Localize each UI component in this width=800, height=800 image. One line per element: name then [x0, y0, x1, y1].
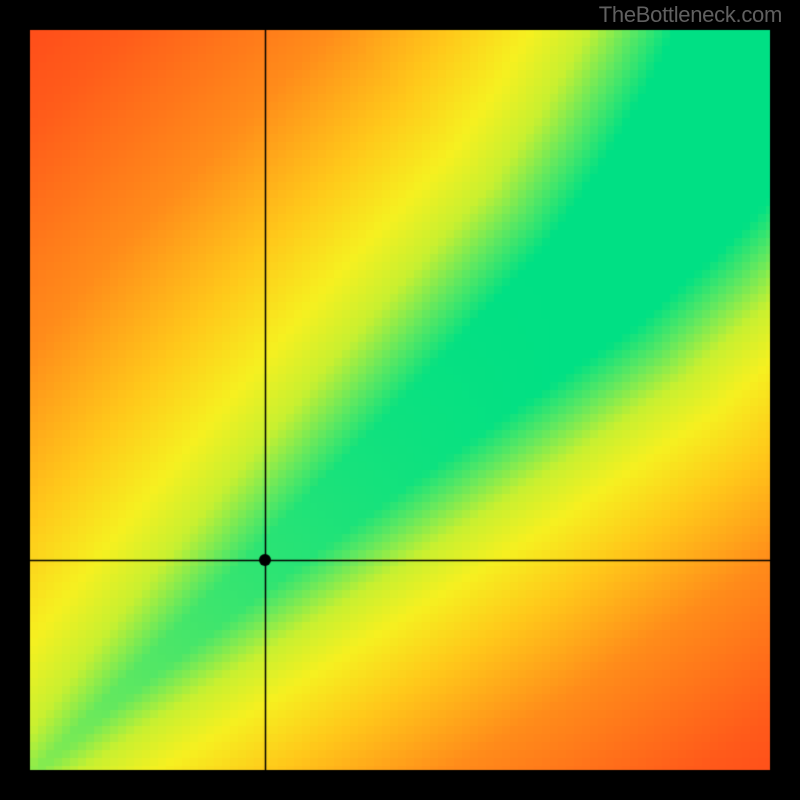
bottleneck-heatmap [0, 0, 800, 800]
watermark-text: TheBottleneck.com [599, 2, 782, 28]
